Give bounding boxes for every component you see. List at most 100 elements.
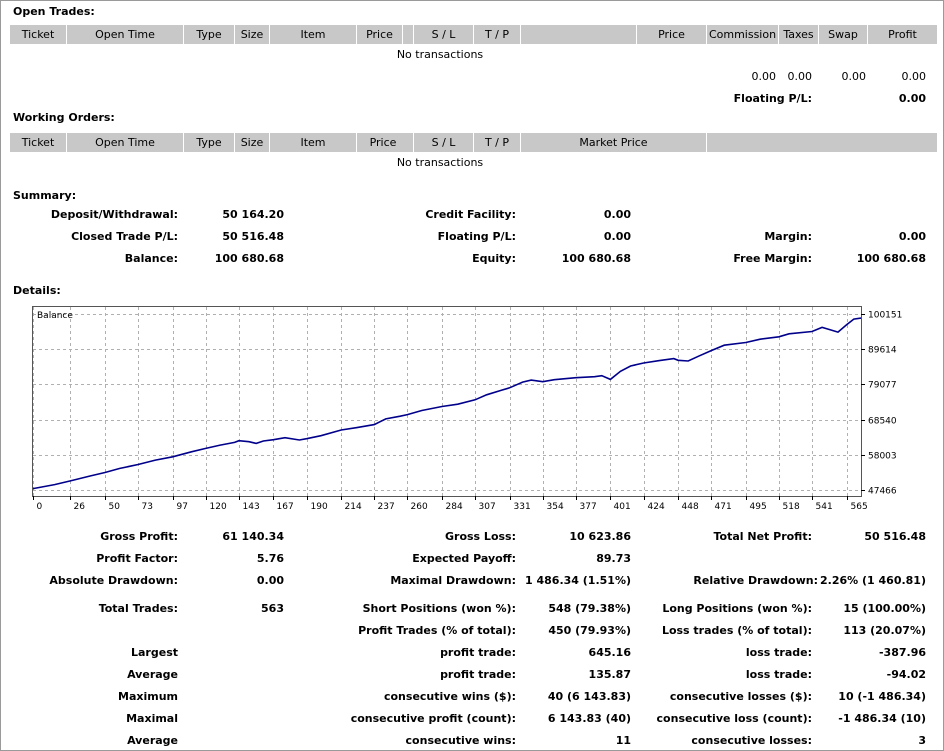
maximal-drawdown-label: Maximal Drawdown: bbox=[390, 574, 516, 587]
y-axis: 47466 58003 68540 79077 89614 100151 bbox=[861, 311, 902, 497]
largest-loss-value: -387.96 bbox=[878, 646, 926, 659]
col-swap[interactable]: Swap bbox=[819, 25, 868, 44]
closed-pl-value: 50 516.48 bbox=[222, 230, 284, 243]
wo-col-sl[interactable]: S / L bbox=[414, 133, 474, 152]
col-commission[interactable]: Commission bbox=[707, 25, 779, 44]
col-ticket[interactable]: Ticket bbox=[10, 25, 67, 44]
x-tick-label: 167 bbox=[277, 502, 294, 512]
profit-trades-label: Profit Trades (% of total): bbox=[358, 624, 516, 637]
y-tick-label: 79077 bbox=[868, 381, 897, 391]
largest-profit-label: profit trade: bbox=[440, 646, 516, 659]
wo-col-open-time[interactable]: Open Time bbox=[67, 133, 184, 152]
summary-floating-label: Floating P/L: bbox=[437, 230, 516, 243]
col-price[interactable]: Price bbox=[357, 25, 403, 44]
gross-loss-value: 10 623.86 bbox=[569, 530, 631, 543]
x-tick-label: 143 bbox=[243, 502, 260, 512]
x-tick-label: 237 bbox=[378, 502, 395, 512]
free-margin-value: 100 680.68 bbox=[856, 252, 926, 265]
short-positions-label: Short Positions (won %): bbox=[362, 602, 516, 615]
credit-label: Credit Facility: bbox=[425, 208, 516, 221]
avg-consecutive-losses-label: consecutive losses: bbox=[691, 734, 812, 747]
col-blank[interactable] bbox=[521, 25, 637, 44]
gross-loss-label: Gross Loss: bbox=[445, 530, 516, 543]
total-profit: 0.00 bbox=[901, 70, 927, 83]
expected-payoff-label: Expected Payoff: bbox=[412, 552, 516, 565]
relative-drawdown-value: 2.26% (1 460.81) bbox=[820, 574, 926, 587]
wo-col-item[interactable]: Item bbox=[270, 133, 357, 152]
wo-col-market-price[interactable]: Market Price bbox=[521, 133, 707, 152]
col-price2[interactable]: Price bbox=[637, 25, 707, 44]
y-tick-label: 68540 bbox=[868, 417, 897, 427]
total-net-profit-label: Total Net Profit: bbox=[713, 530, 813, 543]
floating-pl-label: Floating P/L: bbox=[733, 92, 812, 105]
col-tp[interactable]: T / P bbox=[474, 25, 521, 44]
x-tick-label: 377 bbox=[580, 502, 597, 512]
wo-col-tp[interactable]: T / P bbox=[474, 133, 521, 152]
x-tick-label: 471 bbox=[715, 502, 732, 512]
chart-title: Balance bbox=[37, 311, 73, 321]
col-item[interactable]: Item bbox=[270, 25, 357, 44]
avg-consecutive-wins-value: 11 bbox=[615, 734, 631, 747]
deposit-value: 50 164.20 bbox=[222, 208, 284, 221]
x-tick-label: 284 bbox=[446, 502, 463, 512]
average2-label: Average bbox=[127, 734, 178, 747]
working-orders-title: Working Orders: bbox=[13, 111, 115, 124]
maximal-consecutive-profit-label: consecutive profit (count): bbox=[350, 712, 516, 725]
summary-title: Summary: bbox=[13, 189, 77, 202]
x-tick-label: 518 bbox=[783, 502, 800, 512]
x-tick-label: 448 bbox=[682, 502, 699, 512]
wo-col-price[interactable]: Price bbox=[353, 133, 414, 152]
wo-col-type[interactable]: Type bbox=[184, 133, 235, 152]
col-taxes[interactable]: Taxes bbox=[779, 25, 819, 44]
x-tick-label: 190 bbox=[311, 502, 328, 512]
largest-loss-label: loss trade: bbox=[745, 646, 812, 659]
avg-consecutive-wins-label: consecutive wins: bbox=[405, 734, 516, 747]
col-sl[interactable]: S / L bbox=[414, 25, 474, 44]
average-profit-value: 135.87 bbox=[588, 668, 631, 681]
floating-pl-value: 0.00 bbox=[898, 92, 926, 105]
balance-label: Balance: bbox=[124, 252, 178, 265]
x-tick-label: 541 bbox=[816, 502, 833, 512]
x-tick-label: 26 bbox=[74, 502, 86, 512]
loss-trades-value: 113 (20.07%) bbox=[843, 624, 926, 637]
loss-trades-label: Loss trades (% of total): bbox=[661, 624, 812, 637]
absolute-drawdown-label: Absolute Drawdown: bbox=[49, 574, 178, 587]
avg-consecutive-losses-value: 3 bbox=[918, 734, 926, 747]
equity-value: 100 680.68 bbox=[561, 252, 631, 265]
free-margin-label: Free Margin: bbox=[733, 252, 812, 265]
average-loss-value: -94.02 bbox=[886, 668, 926, 681]
y-tick-label: 89614 bbox=[868, 346, 897, 356]
wo-col-ticket[interactable]: Ticket bbox=[10, 133, 67, 152]
x-tick-label: 0 bbox=[37, 502, 43, 512]
x-axis: 0 26 50 73 97 120 143 167 190 214 237 260 284 307 331 3… bbox=[33, 496, 868, 512]
balance-line bbox=[32, 317, 862, 490]
profit-trades-value: 450 (79.93%) bbox=[548, 624, 631, 637]
total-swap: 0.00 bbox=[841, 70, 867, 83]
chart-area bbox=[32, 306, 862, 497]
deposit-label: Deposit/Withdrawal: bbox=[50, 208, 178, 221]
x-tick-label: 565 bbox=[851, 502, 868, 512]
col-type[interactable]: Type bbox=[184, 25, 235, 44]
col-size[interactable]: Size bbox=[235, 25, 270, 44]
long-positions-value: 15 (100.00%) bbox=[843, 602, 926, 615]
credit-value: 0.00 bbox=[603, 208, 631, 221]
x-tick-label: 401 bbox=[614, 502, 631, 512]
col-open-time[interactable]: Open Time bbox=[67, 25, 184, 44]
wo-col-size[interactable]: Size bbox=[235, 133, 270, 152]
col-profit[interactable]: Profit bbox=[888, 28, 917, 41]
max-consecutive-wins-value: 40 (6 143.83) bbox=[547, 690, 631, 703]
summary-floating-value: 0.00 bbox=[603, 230, 631, 243]
x-tick-label: 307 bbox=[479, 502, 496, 512]
equity-label: Equity: bbox=[472, 252, 516, 265]
x-tick-label: 495 bbox=[750, 502, 767, 512]
y-tick-label: 100151 bbox=[868, 311, 902, 321]
average-loss-label: loss trade: bbox=[745, 668, 812, 681]
gross-profit-value: 61 140.34 bbox=[222, 530, 284, 543]
balance-value: 100 680.68 bbox=[214, 252, 284, 265]
maximal-label: Maximal bbox=[126, 712, 178, 725]
balance-chart: Balance 4746658003685407907789614100151 … bbox=[32, 306, 902, 512]
working-orders-empty: No transactions bbox=[396, 156, 484, 169]
wo-col-blank[interactable] bbox=[707, 133, 937, 152]
largest-profit-value: 645.16 bbox=[588, 646, 631, 659]
maximum-label: Maximum bbox=[118, 690, 178, 703]
